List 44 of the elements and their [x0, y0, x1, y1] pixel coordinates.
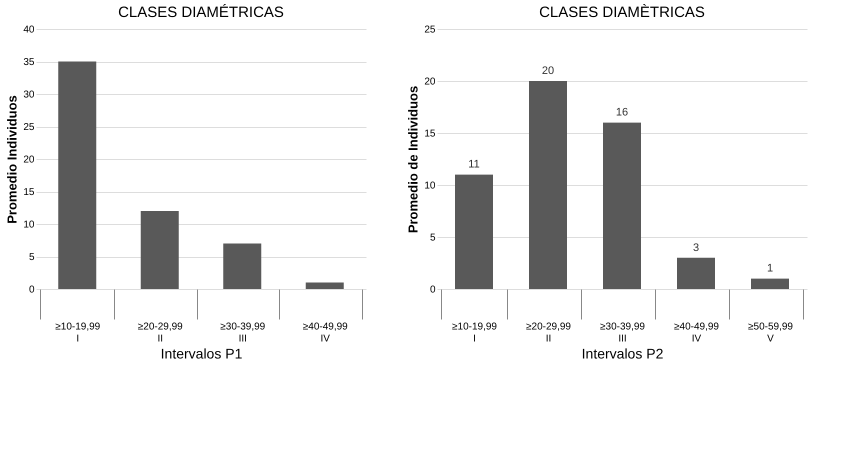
- bar: [306, 282, 344, 289]
- y-tick-label: 15: [23, 187, 35, 198]
- y-tick-label: 35: [23, 57, 35, 68]
- chart-title: CLASES DIAMÈTRICAS: [539, 3, 705, 21]
- chart-title: CLASES DIAMÉTRICAS: [118, 3, 284, 21]
- x-axis-title: Intervalos P1: [160, 346, 243, 362]
- bar: [223, 244, 262, 289]
- bar: [140, 211, 179, 289]
- bar: [455, 174, 493, 289]
- data-label: 11: [468, 158, 480, 171]
- x-tick-label: ≥40-49,99 IV: [674, 322, 720, 344]
- x-tick-label: ≥10-19,99 I: [55, 322, 101, 344]
- bar: [677, 258, 715, 289]
- data-label: 16: [616, 106, 628, 119]
- x-axis-title: Intervalos P2: [582, 346, 664, 362]
- y-tick-label: 30: [23, 90, 35, 100]
- bar: [58, 62, 96, 289]
- y-tick-label: 20: [424, 76, 436, 88]
- y-tick-label: 0: [430, 284, 436, 296]
- data-label: 1: [766, 262, 774, 275]
- data-label: 3: [692, 242, 700, 254]
- y-tick-label: 25: [23, 122, 35, 133]
- y-tick-label: 0: [28, 284, 35, 296]
- y-axis-title: Promedio Individuos: [4, 95, 20, 224]
- bar: [603, 122, 641, 289]
- x-tick-label: ≥40-49,99 IV: [302, 322, 348, 344]
- x-tick-label: ≥20-29,99 II: [526, 322, 572, 344]
- y-tick-label: 5: [430, 232, 436, 244]
- bar: [529, 81, 567, 289]
- data-label: 20: [542, 65, 554, 77]
- y-tick-label: 40: [23, 24, 35, 36]
- x-tick-label: ≥30-39,99 III: [220, 322, 266, 344]
- x-tick-label: ≥10-19,99 I: [452, 322, 498, 344]
- y-tick-label: 10: [23, 220, 35, 230]
- y-tick-label: 20: [23, 154, 35, 166]
- y-axis-title: Promedio de Individuos: [405, 86, 420, 234]
- y-tick-label: 15: [424, 128, 436, 140]
- x-tick-label: ≥30-39,99 III: [600, 322, 646, 344]
- y-tick-label: 5: [28, 252, 35, 263]
- bar: [751, 278, 789, 289]
- x-tick-label: ≥50-59,99 V: [748, 322, 794, 344]
- x-tick-label: ≥20-29,99 II: [138, 322, 184, 344]
- y-tick-label: 25: [424, 24, 436, 36]
- y-tick-label: 10: [424, 180, 436, 192]
